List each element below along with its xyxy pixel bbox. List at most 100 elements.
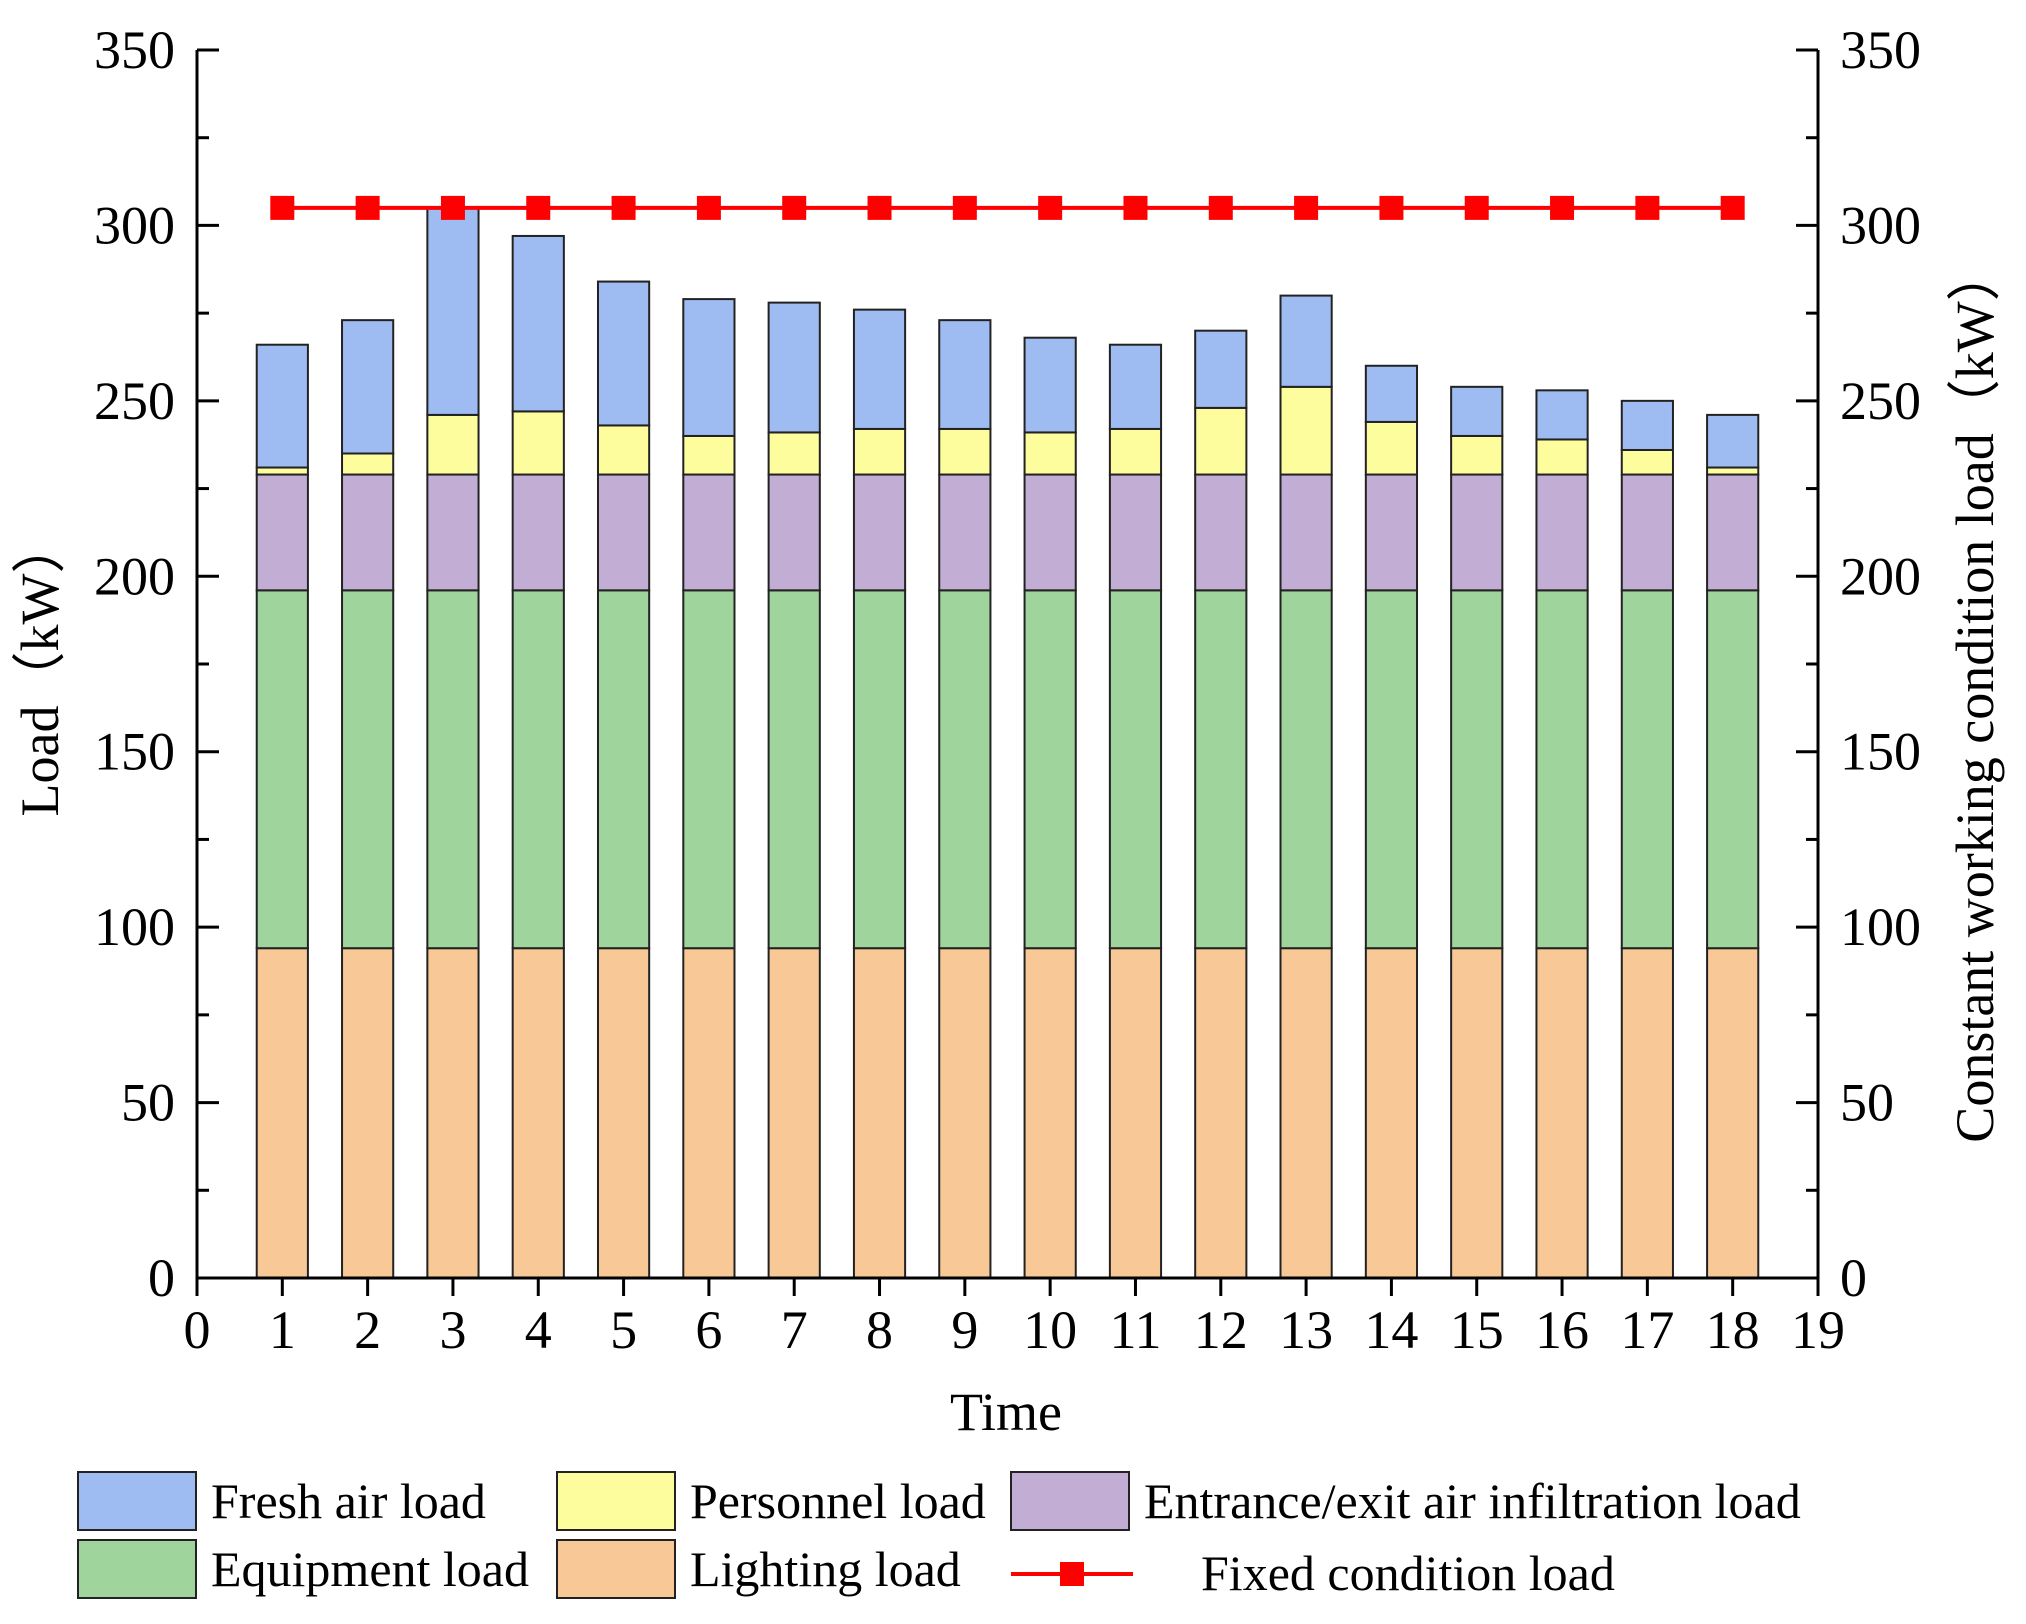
bar-segment-lighting-load-11 — [1108, 947, 1163, 1279]
bar-segment-lighting-load-10 — [1023, 947, 1077, 1279]
fixed-condition-marker-10 — [1038, 195, 1063, 220]
bar-segment-entrance-exit-air-infiltration-load-4 — [511, 473, 565, 592]
bar-segment-personnel-load-15 — [1450, 434, 1504, 476]
x-tick-label-18: 18 — [1706, 1300, 1760, 1360]
bar-segment-fresh-air-load-14 — [1364, 364, 1419, 423]
bar-segment-lighting-load-13 — [1279, 947, 1333, 1279]
bar-segment-personnel-load-8 — [852, 427, 907, 476]
bar-segment-personnel-load-7 — [767, 431, 821, 476]
bar-segment-fresh-air-load-1 — [255, 343, 309, 469]
x-tick-label-1: 1 — [269, 1300, 296, 1360]
bar-segment-equipment-load-14 — [1364, 589, 1419, 950]
x-tick-label-15: 15 — [1450, 1300, 1504, 1360]
bar-segment-personnel-load-4 — [511, 410, 565, 476]
bar-segment-lighting-load-6 — [682, 947, 736, 1279]
bar-segment-fresh-air-load-3 — [426, 206, 480, 416]
bar-segment-fresh-air-load-9 — [938, 319, 992, 430]
bar-segment-equipment-load-10 — [1023, 589, 1077, 950]
y2-tick-label-300: 300 — [1840, 195, 1921, 255]
bar-segment-lighting-load-18 — [1706, 947, 1760, 1279]
legend-label-equipment-load: Equipment load — [211, 1541, 529, 1597]
y-tick-label-250: 250 — [94, 371, 175, 431]
y2-tick-label-350: 350 — [1840, 20, 1921, 80]
bar-segment-entrance-exit-air-infiltration-load-3 — [426, 473, 480, 592]
x-tick-label-6: 6 — [695, 1300, 722, 1360]
bar-segment-equipment-load-2 — [341, 589, 395, 950]
y2-tick-label-0: 0 — [1840, 1248, 1867, 1308]
x-tick-label-8: 8 — [866, 1300, 893, 1360]
legend-swatch-entrance-exit-air-infiltration-load — [1010, 1471, 1130, 1531]
legend-item-equipment-load: Equipment load — [77, 1539, 529, 1599]
bar-segment-fresh-air-load-8 — [852, 308, 907, 430]
legend: Fresh air load Personnel load Entrance/exi… — [77, 1471, 1801, 1601]
legend-swatch-lighting-load — [556, 1539, 676, 1599]
bar-segment-fresh-air-load-17 — [1620, 399, 1674, 451]
legend-label-fresh-air-load: Fresh air load — [211, 1473, 486, 1529]
bar-segment-lighting-load-16 — [1535, 947, 1589, 1279]
x-tick-label-10: 10 — [1023, 1300, 1077, 1360]
y-tick-label-350: 350 — [94, 20, 175, 80]
fixed-condition-marker-6 — [696, 195, 721, 220]
bar-segment-lighting-load-8 — [852, 947, 907, 1279]
y-tick-label-300: 300 — [94, 195, 175, 255]
bar-segment-personnel-load-3 — [426, 413, 480, 476]
bar-segment-personnel-load-12 — [1194, 406, 1248, 476]
bar-segment-fresh-air-load-16 — [1535, 389, 1589, 441]
fixed-condition-marker-1 — [270, 195, 295, 220]
legend-item-fresh-air-load: Fresh air load — [77, 1471, 486, 1531]
legend-label-fixed-condition-load: Fixed condition load — [1201, 1545, 1615, 1601]
bar-segment-equipment-load-15 — [1450, 589, 1504, 950]
y2-tick-label-200: 200 — [1840, 546, 1921, 606]
legend-item-fixed-condition-load: Fixed condition load — [1011, 1545, 1615, 1601]
bar-segment-entrance-exit-air-infiltration-load-18 — [1706, 473, 1760, 592]
y2-tick-label-150: 150 — [1840, 722, 1921, 782]
y-tick-label-50: 50 — [121, 1073, 175, 1133]
x-tick-label-2: 2 — [354, 1300, 381, 1360]
bar-segment-fresh-air-load-6 — [682, 298, 736, 437]
x-tick-label-17: 17 — [1620, 1300, 1674, 1360]
bar-segment-lighting-load-2 — [341, 947, 395, 1279]
x-tick-label-9: 9 — [951, 1300, 978, 1360]
bar-segment-personnel-load-10 — [1023, 431, 1077, 476]
bar-segment-fresh-air-load-7 — [767, 301, 821, 434]
bar-segment-entrance-exit-air-infiltration-load-9 — [938, 473, 992, 592]
x-tick-label-16: 16 — [1535, 1300, 1589, 1360]
bar-segment-lighting-load-3 — [426, 947, 480, 1279]
bar-segment-personnel-load-2 — [341, 452, 395, 476]
fixed-condition-marker-8 — [867, 195, 892, 220]
bar-segment-fresh-air-load-13 — [1279, 294, 1333, 388]
bar-segment-equipment-load-4 — [511, 589, 565, 950]
fixed-condition-marker-14 — [1379, 195, 1404, 220]
bar-segment-entrance-exit-air-infiltration-load-6 — [682, 473, 736, 592]
y2-tick-label-250: 250 — [1840, 371, 1921, 431]
bar-segment-equipment-load-7 — [767, 589, 821, 950]
bar-segment-lighting-load-1 — [255, 947, 309, 1279]
bar-segment-personnel-load-11 — [1108, 427, 1163, 476]
bar-segment-fresh-air-load-2 — [341, 319, 395, 455]
bar-segment-lighting-load-15 — [1450, 947, 1504, 1279]
bar-segment-entrance-exit-air-infiltration-load-7 — [767, 473, 821, 592]
fixed-condition-marker-17 — [1635, 195, 1660, 220]
bar-segment-lighting-load-7 — [767, 947, 821, 1279]
fixed-condition-marker-18 — [1720, 195, 1745, 220]
bar-segment-equipment-load-3 — [426, 589, 480, 950]
bar-segment-entrance-exit-air-infiltration-load-5 — [596, 473, 651, 592]
bar-segment-fresh-air-load-4 — [511, 234, 565, 413]
bar-segment-lighting-load-5 — [596, 947, 651, 1279]
bar-segment-entrance-exit-air-infiltration-load-14 — [1364, 473, 1419, 592]
bar-segment-personnel-load-1 — [255, 466, 309, 476]
bar-segment-lighting-load-9 — [938, 947, 992, 1279]
bar-segment-equipment-load-1 — [255, 589, 309, 950]
bar-segment-personnel-load-9 — [938, 427, 992, 476]
bar-segment-lighting-load-14 — [1364, 947, 1419, 1279]
bar-segment-personnel-load-14 — [1364, 420, 1419, 476]
bar-segment-personnel-load-6 — [682, 434, 736, 476]
x-tick-label-4: 4 — [525, 1300, 552, 1360]
y-axis-title: Load（kW） — [10, 520, 70, 817]
bar-segment-lighting-load-17 — [1620, 947, 1674, 1279]
fixed-condition-marker-12 — [1208, 195, 1233, 220]
bar-segment-fresh-air-load-5 — [596, 280, 651, 427]
bar-segment-equipment-load-12 — [1194, 589, 1248, 950]
